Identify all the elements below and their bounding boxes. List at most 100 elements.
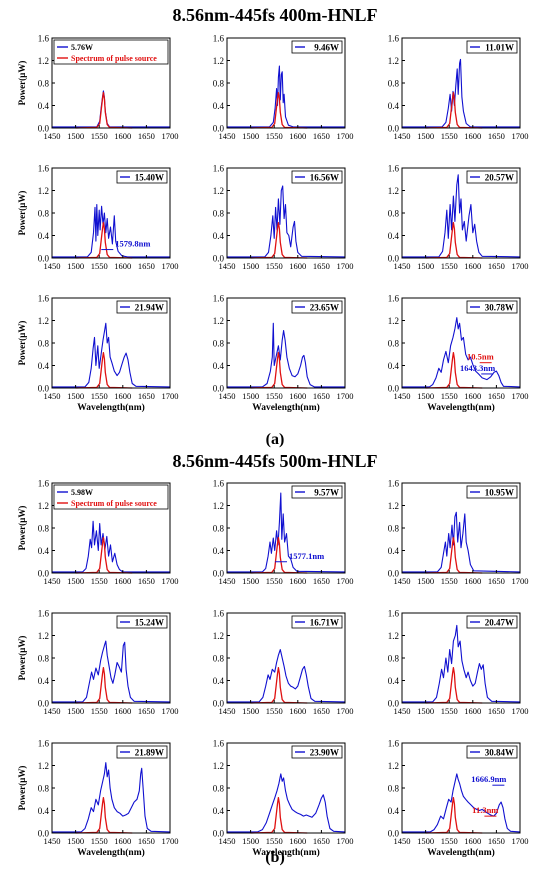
legend-box <box>291 40 343 54</box>
y-tick-label: 0.4 <box>213 361 225 371</box>
x-tick-label: 1650 <box>488 131 505 141</box>
x-tick-label: 1600 <box>464 131 481 141</box>
series-line <box>425 796 483 834</box>
x-tick-label: 1500 <box>417 131 434 141</box>
x-tick-label: 1550 <box>91 391 108 401</box>
y-tick-label: 0.4 <box>38 806 50 816</box>
y-tick-label: 0.0 <box>388 384 400 394</box>
x-tick-label: 1650 <box>313 836 330 846</box>
subplot-b-4: 0.0 0.4 0.8 1.2 1.6 1450 1500 1550 1600 1650 1700 P… <box>17 609 179 717</box>
y-tick-label: 0.0 <box>213 384 225 394</box>
y-tick-label: 0.0 <box>38 569 50 579</box>
series-line <box>425 351 483 389</box>
x-axis-label: Wavelength(nm) <box>252 847 320 858</box>
x-tick-label: 1450 <box>44 261 61 271</box>
subplot-b-3: 0.0 0.4 0.8 1.2 1.6 1450 1500 1550 1600 1650 1700 1… <box>388 479 529 587</box>
series-line <box>75 536 133 574</box>
y-tick-label: 0.0 <box>213 829 225 839</box>
y-tick-label: 0.0 <box>38 829 50 839</box>
x-tick-label: 1550 <box>91 836 108 846</box>
series-line <box>250 666 308 704</box>
x-axis-label: Wavelength(nm) <box>77 402 145 413</box>
y-tick-label: 1.6 <box>38 34 50 44</box>
x-tick-label: 1700 <box>337 261 354 271</box>
x-tick-label: 1550 <box>441 391 458 401</box>
x-tick-label: 1500 <box>242 576 259 586</box>
x-tick-label: 1550 <box>266 836 283 846</box>
annotation-label: 1579.8nm <box>115 239 150 249</box>
y-tick-label: 0.8 <box>38 79 50 89</box>
x-tick-label: 1600 <box>114 261 131 271</box>
y-tick-label: 1.2 <box>213 761 224 771</box>
x-tick-label: 1600 <box>114 706 131 716</box>
legend-box <box>291 485 343 499</box>
series-line <box>402 174 521 258</box>
y-axis-label: Power(µW) <box>17 506 27 551</box>
x-tick-label: 1500 <box>67 706 84 716</box>
series-line <box>402 624 521 703</box>
x-tick-label: 1450 <box>219 706 236 716</box>
x-tick-label: 1650 <box>488 706 505 716</box>
x-tick-label: 1450 <box>394 706 411 716</box>
x-tick-label: 1550 <box>266 576 283 586</box>
y-tick-label: 0.8 <box>38 784 50 794</box>
x-tick-label: 1550 <box>441 131 458 141</box>
x-axis-label: Wavelength(nm) <box>77 847 145 858</box>
legend-box <box>116 615 168 629</box>
y-tick-label: 0.8 <box>213 79 225 89</box>
series-line <box>250 221 308 259</box>
x-tick-label: 1500 <box>67 261 84 271</box>
x-tick-label: 1600 <box>464 391 481 401</box>
y-tick-label: 1.6 <box>213 34 225 44</box>
y-tick-label: 0.4 <box>388 101 400 111</box>
y-tick-label: 0.8 <box>38 209 50 219</box>
legend-label: 15.24W <box>135 618 164 628</box>
subplot-b-8: 0.0 0.4 0.8 1.2 1.6 1450 1500 1550 1600 1650 1700 W… <box>213 739 354 859</box>
y-tick-label: 1.6 <box>213 294 225 304</box>
series-line <box>227 185 346 258</box>
legend-box <box>53 484 169 510</box>
x-tick-label: 1700 <box>337 836 354 846</box>
x-tick-label: 1650 <box>488 576 505 586</box>
y-tick-label: 0.0 <box>38 699 50 709</box>
x-tick-label: 1650 <box>488 836 505 846</box>
legend-label: 21.94W <box>135 303 164 313</box>
series-line <box>52 762 171 833</box>
x-tick-label: 1650 <box>313 576 330 586</box>
series-line <box>227 322 345 388</box>
x-tick-label: 1650 <box>138 131 155 141</box>
y-tick-label: 1.2 <box>38 316 49 326</box>
y-tick-label: 0.0 <box>38 384 50 394</box>
y-axis-label: Power(µW) <box>17 766 27 811</box>
x-tick-label: 1450 <box>219 261 236 271</box>
legend-label: 16.71W <box>310 618 339 628</box>
legend-box <box>466 615 518 629</box>
series-line <box>250 91 308 129</box>
y-tick-label: 1.6 <box>213 164 225 174</box>
series-line <box>52 520 170 573</box>
y-tick-label: 0.8 <box>388 524 400 534</box>
x-tick-label: 1500 <box>67 836 84 846</box>
annotation-label: 1577.1nm <box>289 551 324 561</box>
legend-box <box>466 745 518 759</box>
x-tick-label: 1600 <box>114 131 131 141</box>
x-tick-label: 1600 <box>464 261 481 271</box>
x-tick-label: 1600 <box>289 131 306 141</box>
y-tick-label: 0.0 <box>388 569 400 579</box>
x-tick-label: 1700 <box>162 131 179 141</box>
x-tick-label: 1450 <box>219 576 236 586</box>
subplot-b-6: 0.0 0.4 0.8 1.2 1.6 1450 1500 1550 1600 1650 1700 2… <box>388 609 529 717</box>
series-line <box>425 91 483 129</box>
series-line <box>227 773 346 833</box>
subplot-a-5: 0.0 0.4 0.8 1.2 1.6 1450 1500 1550 1600 1650 1700 1… <box>213 164 354 272</box>
y-tick-label: 0.8 <box>38 339 50 349</box>
legend-box <box>466 40 518 54</box>
x-tick-label: 1700 <box>512 706 529 716</box>
y-tick-label: 0.8 <box>38 524 50 534</box>
series-line <box>75 351 133 389</box>
x-tick-label: 1600 <box>289 576 306 586</box>
subplot-b-1: 0.0 0.4 0.8 1.2 1.6 1450 1500 1550 1600 1650 1700 P… <box>17 479 179 587</box>
y-tick-label: 0.8 <box>388 79 400 89</box>
x-tick-label: 1450 <box>219 391 236 401</box>
legend-box <box>291 745 343 759</box>
